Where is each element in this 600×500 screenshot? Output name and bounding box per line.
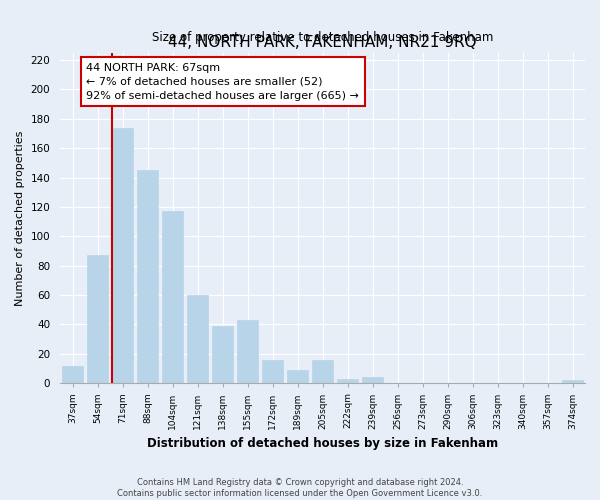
Bar xyxy=(362,378,383,384)
Bar xyxy=(237,320,258,384)
Bar xyxy=(112,128,133,384)
Bar xyxy=(87,256,108,384)
Title: 44, NORTH PARK, FAKENHAM, NR21 9RQ: 44, NORTH PARK, FAKENHAM, NR21 9RQ xyxy=(168,35,477,50)
Bar xyxy=(312,360,333,384)
Bar xyxy=(562,380,583,384)
Bar xyxy=(262,360,283,384)
Text: Contains HM Land Registry data © Crown copyright and database right 2024.
Contai: Contains HM Land Registry data © Crown c… xyxy=(118,478,482,498)
Bar xyxy=(187,295,208,384)
Bar xyxy=(62,366,83,384)
Bar xyxy=(212,326,233,384)
Bar xyxy=(337,379,358,384)
Text: Size of property relative to detached houses in Fakenham: Size of property relative to detached ho… xyxy=(152,32,493,44)
Bar xyxy=(162,212,183,384)
Text: 44 NORTH PARK: 67sqm
← 7% of detached houses are smaller (52)
92% of semi-detach: 44 NORTH PARK: 67sqm ← 7% of detached ho… xyxy=(86,63,359,101)
X-axis label: Distribution of detached houses by size in Fakenham: Distribution of detached houses by size … xyxy=(147,437,498,450)
Bar xyxy=(137,170,158,384)
Y-axis label: Number of detached properties: Number of detached properties xyxy=(15,130,25,306)
Bar xyxy=(287,370,308,384)
